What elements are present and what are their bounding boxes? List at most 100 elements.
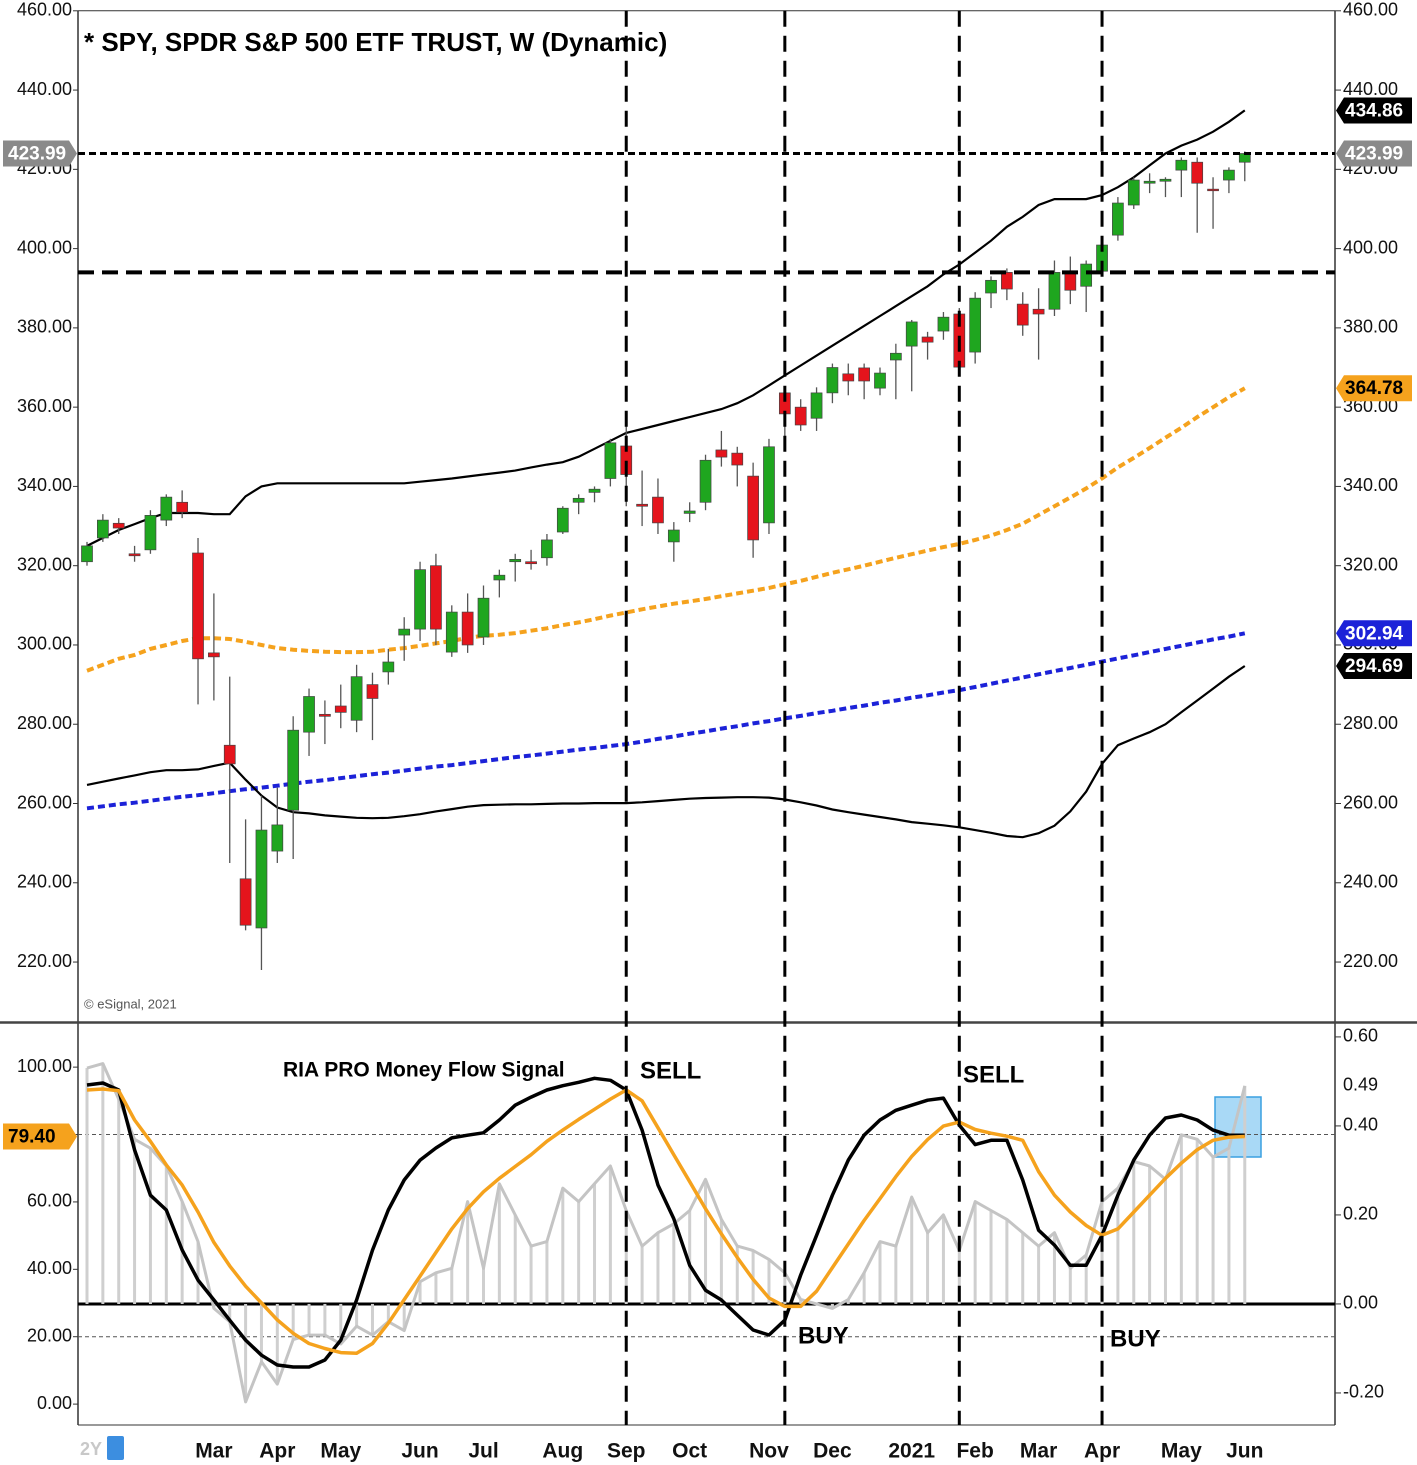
- x-tick-label: Jun: [1226, 1440, 1263, 1463]
- indicator-line: [86, 665, 1246, 839]
- last-price-label: 423.99: [1345, 144, 1403, 165]
- range-button[interactable]: 2Y: [80, 1439, 102, 1459]
- signal-line: [86, 1087, 1245, 1355]
- candle-body: [271, 824, 284, 852]
- candle-body: [461, 611, 474, 646]
- candle-body: [1207, 188, 1219, 192]
- candle-body: [541, 539, 553, 559]
- candle-body: [905, 321, 918, 347]
- candle-body: [1127, 179, 1140, 206]
- last-value-label-box: [3, 1123, 77, 1150]
- y2-tick-label: -0.20: [1343, 1382, 1384, 1402]
- y-tick-label: 460.00: [1343, 0, 1398, 20]
- candle-body: [667, 529, 680, 543]
- candle-body: [842, 373, 855, 382]
- y-tick-label: 220.00: [17, 951, 72, 971]
- candle-body: [985, 279, 997, 294]
- y-tick-label: 380.00: [17, 317, 72, 337]
- candle-body: [239, 878, 252, 926]
- y2-tick-label: 0.00: [1343, 1293, 1378, 1313]
- y2-tick-label: 0.40: [1343, 1115, 1378, 1135]
- last-price-label: 423.99: [8, 144, 66, 165]
- candle-body: [890, 352, 902, 361]
- last-value-label: 0.49: [1343, 1075, 1378, 1095]
- candle-body: [414, 569, 426, 630]
- signal-annotation: BUY: [1110, 1325, 1161, 1352]
- y-tick-label: 260.00: [1343, 792, 1398, 812]
- y-tick-label: 400.00: [1343, 237, 1398, 257]
- candle-body: [1159, 178, 1172, 182]
- x-tick-label: Feb: [956, 1440, 993, 1463]
- last-value-label-box: [1336, 653, 1412, 680]
- indicator-line: [86, 631, 1246, 811]
- range-icon[interactable]: [107, 1436, 124, 1460]
- last-value-label: 434.86: [1345, 100, 1403, 121]
- candle-body: [937, 316, 950, 332]
- indicator-title: RIA PRO Money Flow Signal: [283, 1059, 565, 1082]
- x-tick-label: Sep: [607, 1440, 646, 1463]
- y-tick-label: 100.00: [17, 1056, 72, 1076]
- candle-body: [1223, 169, 1235, 181]
- candle-body: [699, 459, 712, 503]
- chart-title: * SPY, SPDR S&P 500 ETF TRUST, W (Dynami…: [84, 27, 667, 57]
- last-price-label-box: [3, 140, 77, 167]
- y2-tick-label: 0.20: [1343, 1204, 1378, 1224]
- candle-body: [445, 611, 458, 653]
- y-tick-label: 60.00: [27, 1191, 72, 1211]
- candle-body: [715, 449, 728, 458]
- candle-body: [81, 545, 93, 563]
- y-tick-label: 40.00: [27, 1258, 72, 1278]
- candle-body: [874, 372, 886, 389]
- x-tick-label: Oct: [672, 1440, 707, 1463]
- candle-body: [1112, 202, 1124, 236]
- candle-body: [398, 628, 411, 636]
- candle-body: [350, 676, 363, 721]
- candle-body: [604, 442, 617, 479]
- y-tick-label: 300.00: [17, 634, 72, 654]
- candle-body: [1064, 272, 1077, 291]
- candle-body: [192, 552, 204, 660]
- candle-body: [1048, 272, 1061, 310]
- histogram-line: [86, 1062, 1247, 1404]
- candle-body: [525, 561, 537, 565]
- candle-body: [747, 475, 759, 541]
- credit: © eSignal, 2021: [84, 996, 177, 1011]
- candle-body: [969, 297, 982, 353]
- x-tick-label: May: [320, 1440, 361, 1463]
- x-tick-label: Nov: [749, 1440, 789, 1463]
- x-tick-label: Apr: [1084, 1440, 1120, 1463]
- last-value-label-box: [1336, 97, 1412, 124]
- candle-body: [160, 496, 173, 521]
- y-tick-label: 400.00: [17, 237, 72, 257]
- signal-annotation: SELL: [963, 1061, 1024, 1088]
- candle-body: [208, 652, 220, 658]
- last-value-label-box: [1336, 375, 1412, 402]
- y-tick-label: 280.00: [1343, 713, 1398, 733]
- y-tick-label: 440.00: [17, 79, 72, 99]
- indicator-line: [86, 109, 1246, 547]
- candle-body: [128, 553, 141, 557]
- candle-body: [223, 744, 236, 765]
- last-value-label: 79.40: [8, 1127, 56, 1148]
- highlight-box: [1214, 1096, 1262, 1158]
- y-tick-label: 360.00: [17, 396, 72, 416]
- x-tick-label: Dec: [813, 1440, 852, 1463]
- candle-body: [1191, 161, 1204, 184]
- candle-body: [287, 729, 300, 811]
- y-tick-label: 260.00: [17, 792, 72, 812]
- y-tick-label: 320.00: [17, 554, 72, 574]
- candle-body: [794, 406, 807, 426]
- y-tick-label: 320.00: [1343, 554, 1398, 574]
- last-value-label-box: [1336, 620, 1412, 647]
- x-tick-label: Mar: [1020, 1440, 1057, 1463]
- y-tick-label: 340.00: [1343, 475, 1398, 495]
- y-tick-label: 240.00: [1343, 872, 1398, 892]
- y-tick-label: 380.00: [1343, 317, 1398, 337]
- candle-body: [97, 519, 109, 539]
- indicator-line: [86, 386, 1246, 673]
- candle-body: [572, 497, 585, 503]
- candle-body: [1175, 159, 1188, 171]
- x-tick-label: 2021: [888, 1440, 935, 1463]
- x-tick-label: Aug: [542, 1440, 583, 1463]
